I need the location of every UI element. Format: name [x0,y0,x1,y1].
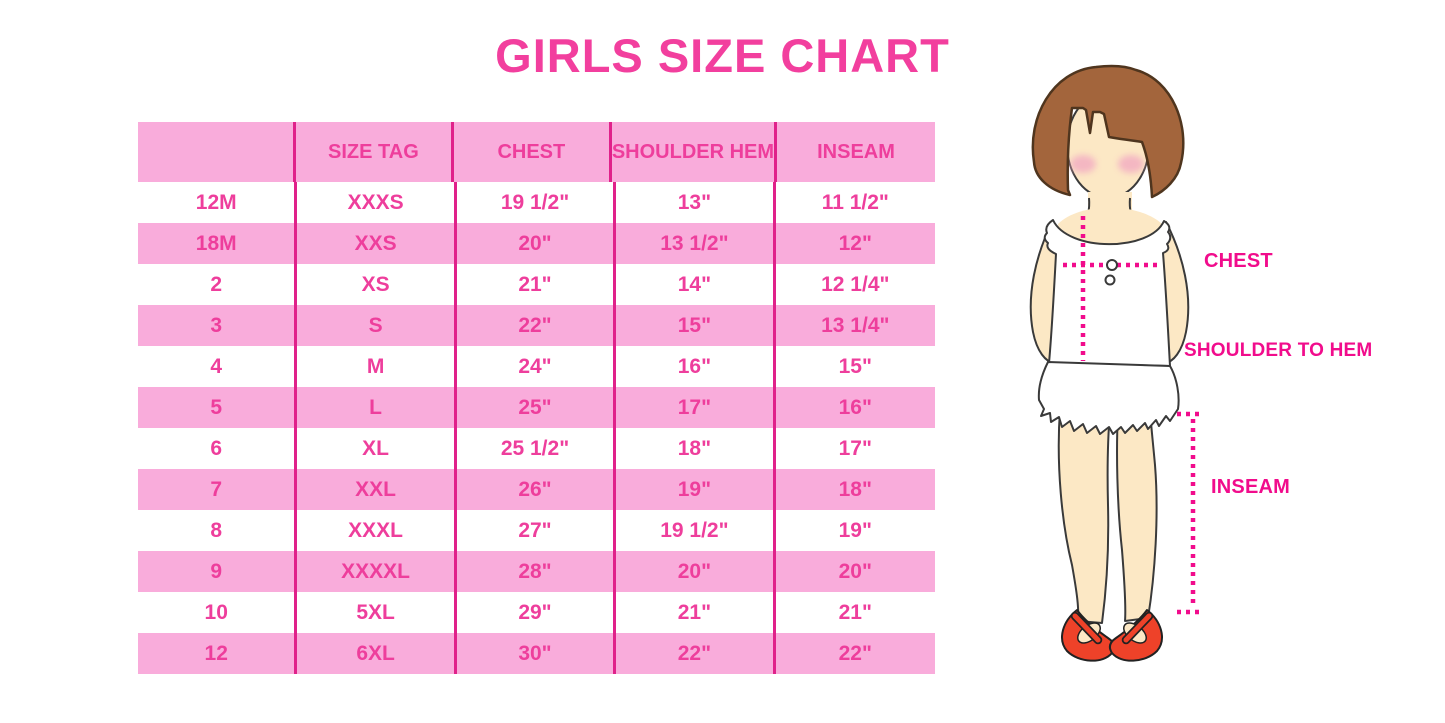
table-row: 2 XS 21" 14" 12 1/4" [138,264,935,305]
table-cell: 29" [457,592,617,633]
table-cell: XXXL [297,510,457,551]
table-cell: 20" [457,223,617,264]
table-cell: M [297,346,457,387]
table-cell: 20" [838,559,872,583]
table-cell: 13" [616,182,776,223]
table-cell: 14" [616,264,776,305]
table-cell: 21" [457,264,617,305]
table-cell: 17" [838,436,872,460]
table-cell: 22" [838,641,872,665]
table-cell: 12M [138,182,298,223]
table-cell: 15" [616,305,776,346]
girl-leg-right [1116,409,1158,622]
table-cell: 19 1/2" [457,182,617,223]
table-cell: 19" [838,518,872,542]
blush-right [1118,155,1144,173]
table-cell: 15" [838,354,872,378]
girl-top [1043,219,1172,367]
table-cell: 8 [138,510,298,551]
size-chart-table: SIZE TAG CHEST SHOULDER HEM INSEAM 12M XXXS 1… [138,122,935,674]
table-cell: XXL [297,469,457,510]
girl-hair [1031,64,1185,199]
table-cell: 6 [138,428,298,469]
table-cell: 10 [138,592,298,633]
inseam-label: INSEAM [1211,476,1290,498]
table-cell: 20" [616,551,776,592]
table-body: 12M XXXS 19 1/2" 13" 11 1/2" 18M XXS 20" 13 1/2"… [138,182,935,674]
table-cell: 21" [838,600,872,624]
table-cell: 12" [838,231,872,255]
table-row: 5 L 25" 17" 16" [138,387,935,428]
table-cell: 3 [138,305,298,346]
table-cell: XL [297,428,457,469]
top-button-1 [1106,259,1118,271]
girl-skirt [1037,361,1180,435]
table-cell: 5 [138,387,298,428]
table-cell: XXXS [297,182,457,223]
page-title: GIRLS SIZE CHART [495,29,950,82]
shoulder-to-hem-label: SHOULDER TO HEM [1184,340,1373,361]
table-cell: 26" [457,469,617,510]
table-row: 4 M 24" 16" 15" [138,346,935,387]
table-cell: 24" [457,346,617,387]
table-cell: XXXXL [297,551,457,592]
table-cell: 12 [138,633,298,674]
chest-label: CHEST [1204,250,1273,272]
table-cell: 19 1/2" [616,510,776,551]
table-header-row: SIZE TAG CHEST SHOULDER HEM INSEAM [138,122,935,182]
blush-left [1070,155,1096,173]
table-cell: 18" [838,477,872,501]
table-cell: 25" [457,387,617,428]
table-row: 6 XL 25 1/2" 18" 17" [138,428,935,469]
table-cell: 2 [138,264,298,305]
table-row: 3 S 22" 15" 13 1/4" [138,305,935,346]
header-cell-empty [138,122,296,182]
table-cell: 11 1/2" [821,190,889,214]
table-cell: 5XL [297,592,457,633]
table-cell: 25 1/2" [457,428,617,469]
table-cell: 13 1/4" [821,313,890,337]
girl-shoe-right [1108,609,1163,662]
table-row: 10 5XL 29" 21" 21" [138,592,935,633]
table-cell: 19" [616,469,776,510]
girl-leg-left [1057,409,1111,624]
table-cell: 13 1/2" [616,223,776,264]
header-cell: SIZE TAG [296,122,454,182]
table-cell: XXS [297,223,457,264]
table-cell: XS [297,264,457,305]
table-row: 7 XXL 26" 19" 18" [138,469,935,510]
table-row: 18M XXS 20" 13 1/2" 12" [138,223,935,264]
top-button-2 [1104,274,1116,286]
table-cell: 28" [457,551,617,592]
table-row: 12 6XL 30" 22" 22" [138,633,935,674]
table-row: 8 XXXL 27" 19 1/2" 19" [138,510,935,551]
table-cell: 22" [616,633,776,674]
header-cell: SHOULDER HEM [612,122,778,182]
table-cell: 7 [138,469,298,510]
header-cell: CHEST [454,122,612,182]
table-cell: L [297,387,457,428]
table-cell: 18" [616,428,776,469]
table-cell: 6XL [297,633,457,674]
table-cell: 12 1/4" [821,272,890,296]
table-cell: 21" [616,592,776,633]
table-cell: S [297,305,457,346]
table-cell: 22" [457,305,617,346]
table-cell: 30" [457,633,617,674]
header-cell: INSEAM [817,140,895,163]
table-cell: 27" [457,510,617,551]
table-cell: 4 [138,346,298,387]
table-cell: 18M [138,223,298,264]
table-row: 9 XXXXL 28" 20" 20" [138,551,935,592]
table-cell: 16" [838,395,872,419]
table-row: 12M XXXS 19 1/2" 13" 11 1/2" [138,182,935,223]
table-cell: 17" [616,387,776,428]
table-cell: 16" [616,346,776,387]
table-cell: 9 [138,551,298,592]
girl-illustration [1029,64,1204,662]
measurement-figure: CHEST SHOULDER TO HEM INSEAM [990,50,1445,710]
